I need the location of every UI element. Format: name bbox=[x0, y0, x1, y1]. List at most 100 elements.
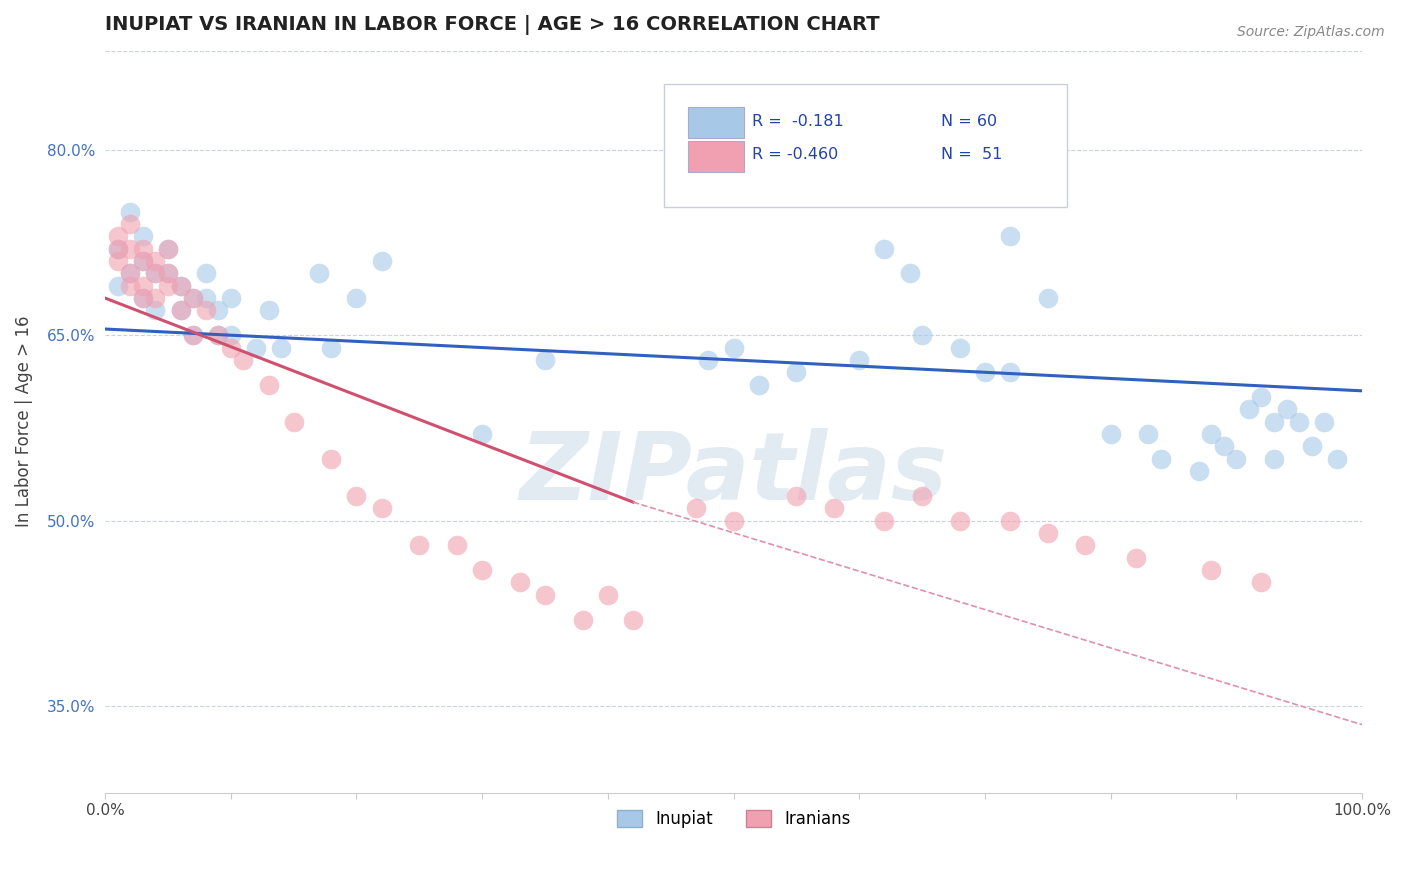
Point bbox=[1263, 451, 1285, 466]
Point bbox=[509, 575, 531, 590]
Point bbox=[232, 353, 254, 368]
Point bbox=[911, 328, 934, 343]
Text: Source: ZipAtlas.com: Source: ZipAtlas.com bbox=[1237, 25, 1385, 39]
Point bbox=[245, 341, 267, 355]
Point bbox=[1036, 291, 1059, 305]
Point bbox=[207, 328, 229, 343]
Point bbox=[156, 242, 179, 256]
Point bbox=[1275, 402, 1298, 417]
Point bbox=[596, 588, 619, 602]
Point bbox=[145, 266, 167, 280]
Point bbox=[181, 291, 204, 305]
Point bbox=[1125, 550, 1147, 565]
Point bbox=[321, 341, 343, 355]
Point bbox=[1250, 575, 1272, 590]
Point bbox=[145, 266, 167, 280]
Point bbox=[107, 254, 129, 268]
Point bbox=[270, 341, 292, 355]
Point bbox=[156, 278, 179, 293]
Point bbox=[1301, 440, 1323, 454]
Text: INUPIAT VS IRANIAN IN LABOR FORCE | AGE > 16 CORRELATION CHART: INUPIAT VS IRANIAN IN LABOR FORCE | AGE … bbox=[105, 15, 880, 35]
Point bbox=[785, 365, 807, 379]
Point bbox=[534, 588, 557, 602]
Point bbox=[1199, 427, 1222, 442]
Point bbox=[257, 377, 280, 392]
Text: N =  51: N = 51 bbox=[941, 147, 1002, 162]
Point bbox=[120, 266, 142, 280]
Point bbox=[346, 291, 368, 305]
Point bbox=[911, 489, 934, 503]
Point bbox=[748, 377, 770, 392]
Point bbox=[785, 489, 807, 503]
Point bbox=[998, 514, 1021, 528]
Point bbox=[471, 563, 494, 577]
Point bbox=[169, 303, 191, 318]
Point bbox=[181, 328, 204, 343]
Text: R = -0.460: R = -0.460 bbox=[752, 147, 838, 162]
Point bbox=[107, 242, 129, 256]
Point bbox=[723, 514, 745, 528]
Point bbox=[107, 242, 129, 256]
Point bbox=[1137, 427, 1160, 442]
Point bbox=[181, 328, 204, 343]
Point bbox=[1199, 563, 1222, 577]
Point bbox=[1225, 451, 1247, 466]
Point bbox=[145, 254, 167, 268]
Point bbox=[998, 365, 1021, 379]
Point bbox=[156, 266, 179, 280]
Point bbox=[1074, 538, 1097, 552]
Point bbox=[194, 266, 217, 280]
Point bbox=[1099, 427, 1122, 442]
Point bbox=[120, 217, 142, 231]
Point bbox=[974, 365, 997, 379]
Point bbox=[156, 266, 179, 280]
Point bbox=[120, 204, 142, 219]
Point bbox=[120, 242, 142, 256]
Point bbox=[120, 278, 142, 293]
Point bbox=[1250, 390, 1272, 404]
Point bbox=[219, 341, 242, 355]
Point bbox=[534, 353, 557, 368]
Text: N = 60: N = 60 bbox=[941, 114, 997, 128]
Point bbox=[998, 229, 1021, 244]
Point bbox=[169, 278, 191, 293]
Point bbox=[1288, 415, 1310, 429]
Point bbox=[408, 538, 430, 552]
Point bbox=[823, 501, 845, 516]
Point bbox=[156, 242, 179, 256]
Point bbox=[471, 427, 494, 442]
Point bbox=[132, 254, 155, 268]
Point bbox=[346, 489, 368, 503]
Point bbox=[949, 514, 972, 528]
Point bbox=[848, 353, 870, 368]
Point bbox=[446, 538, 468, 552]
Text: R =  -0.181: R = -0.181 bbox=[752, 114, 844, 128]
Point bbox=[132, 229, 155, 244]
Point bbox=[1237, 402, 1260, 417]
Point bbox=[107, 229, 129, 244]
Point bbox=[219, 328, 242, 343]
Point bbox=[194, 303, 217, 318]
Point bbox=[898, 266, 921, 280]
Legend: Inupiat, Iranians: Inupiat, Iranians bbox=[609, 801, 859, 836]
Point bbox=[873, 242, 896, 256]
Point bbox=[107, 278, 129, 293]
Point bbox=[685, 501, 707, 516]
Point bbox=[1263, 415, 1285, 429]
Point bbox=[181, 291, 204, 305]
Point bbox=[1326, 451, 1348, 466]
Point bbox=[132, 291, 155, 305]
Point bbox=[169, 278, 191, 293]
FancyBboxPatch shape bbox=[665, 84, 1067, 207]
Point bbox=[194, 291, 217, 305]
Y-axis label: In Labor Force | Age > 16: In Labor Force | Age > 16 bbox=[15, 316, 32, 527]
Point bbox=[697, 353, 720, 368]
Point bbox=[145, 291, 167, 305]
Point bbox=[132, 291, 155, 305]
Point bbox=[207, 303, 229, 318]
Point bbox=[1212, 440, 1234, 454]
Point bbox=[257, 303, 280, 318]
Point bbox=[949, 341, 972, 355]
Point bbox=[169, 303, 191, 318]
Point bbox=[120, 266, 142, 280]
